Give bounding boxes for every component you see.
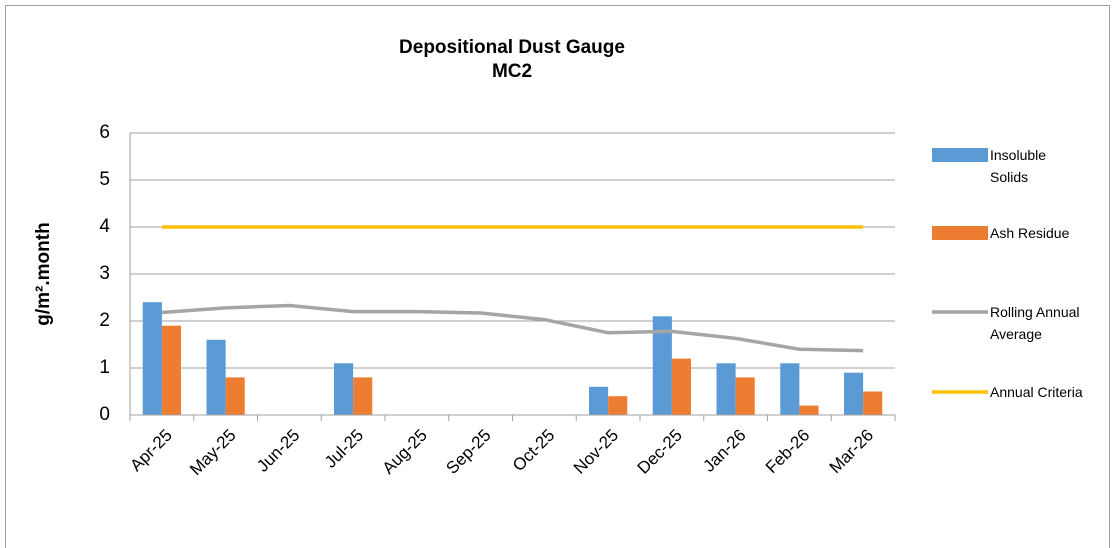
y-tick-label: 4 bbox=[99, 216, 110, 237]
legend-swatch bbox=[932, 148, 988, 162]
bar bbox=[671, 358, 691, 415]
legend-label: Rolling Annual Average bbox=[990, 304, 1080, 342]
bar bbox=[608, 396, 628, 415]
bar bbox=[142, 302, 162, 415]
y-tick-label: 2 bbox=[99, 310, 110, 331]
bar bbox=[863, 391, 883, 415]
y-tick-label: 1 bbox=[99, 357, 110, 378]
y-tick-label: 6 bbox=[99, 122, 110, 143]
chart-title: Depositional Dust Gauge bbox=[399, 37, 625, 58]
line bbox=[161, 303, 864, 353]
bar bbox=[735, 377, 755, 415]
bar bbox=[334, 363, 354, 415]
bar bbox=[589, 386, 609, 415]
legend-swatch bbox=[932, 226, 988, 240]
bar bbox=[844, 372, 864, 415]
bar bbox=[353, 377, 373, 415]
legend-label: Insoluble Solids bbox=[990, 147, 1047, 185]
legend-label: Annual Criteria bbox=[990, 384, 1083, 400]
bar bbox=[780, 363, 800, 415]
y-tick-label: 3 bbox=[99, 263, 110, 284]
bar bbox=[225, 377, 245, 415]
bar bbox=[799, 405, 819, 415]
chart-border bbox=[5, 5, 1110, 548]
bar bbox=[206, 339, 226, 415]
bar bbox=[652, 316, 672, 415]
chart-subtitle: MC2 bbox=[492, 61, 532, 82]
y-tick-label: 0 bbox=[99, 404, 110, 425]
bar bbox=[716, 363, 736, 415]
y-axis-label: g/m².month bbox=[33, 222, 54, 325]
bar bbox=[161, 325, 181, 415]
legend-label: Ash Residue bbox=[990, 225, 1070, 241]
y-tick-label: 5 bbox=[99, 169, 110, 190]
